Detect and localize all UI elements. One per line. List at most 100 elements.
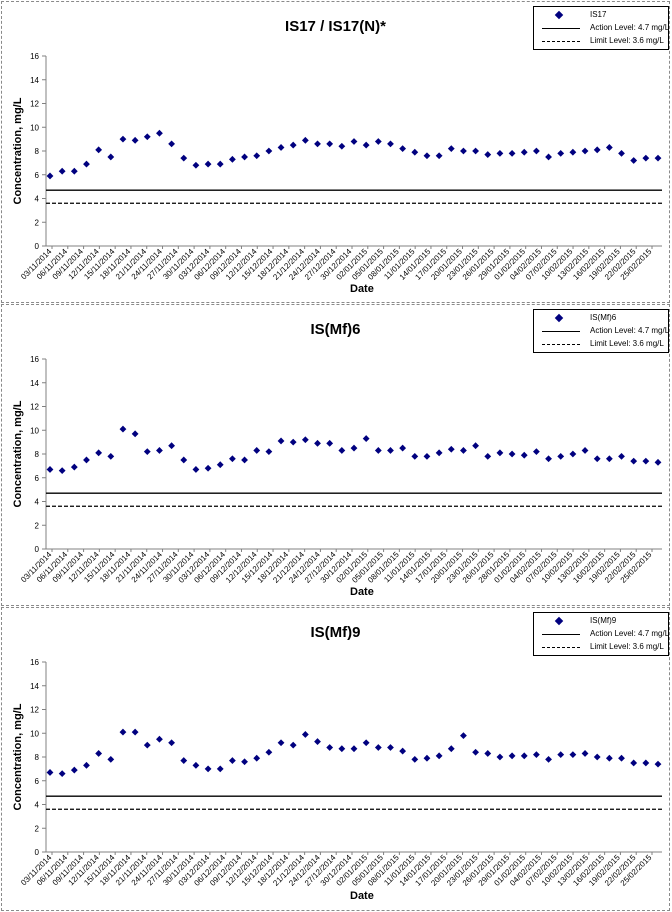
data-point bbox=[374, 744, 382, 751]
legend-label: Limit Level: 3.6 mg/L bbox=[590, 36, 664, 45]
data-point bbox=[314, 140, 321, 148]
data-point bbox=[180, 154, 188, 162]
data-point bbox=[58, 770, 66, 778]
data-point bbox=[605, 144, 613, 151]
data-point bbox=[460, 147, 467, 155]
data-point bbox=[508, 752, 516, 760]
data-point bbox=[70, 766, 78, 774]
data-point bbox=[642, 154, 650, 162]
data-point bbox=[533, 147, 540, 155]
data-point bbox=[423, 754, 431, 762]
data-point bbox=[605, 455, 613, 463]
data-point bbox=[484, 151, 492, 158]
y-tick-label: 0 bbox=[35, 848, 40, 857]
data-point bbox=[301, 136, 309, 144]
data-point bbox=[143, 448, 151, 456]
data-point bbox=[520, 451, 528, 459]
data-point bbox=[216, 765, 224, 773]
y-tick-label: 10 bbox=[30, 123, 39, 132]
data-point bbox=[593, 455, 601, 463]
data-point bbox=[216, 461, 224, 469]
data-point bbox=[326, 439, 334, 447]
data-point bbox=[204, 464, 212, 472]
data-point bbox=[229, 155, 236, 163]
data-point bbox=[277, 144, 285, 151]
y-tick-label: 2 bbox=[35, 218, 40, 227]
data-point bbox=[630, 457, 638, 465]
data-point bbox=[423, 152, 431, 160]
data-point bbox=[265, 748, 273, 756]
data-point bbox=[95, 449, 103, 457]
data-point bbox=[581, 447, 589, 454]
data-point bbox=[180, 757, 188, 764]
data-point bbox=[374, 138, 382, 145]
data-point bbox=[508, 149, 516, 157]
data-point bbox=[83, 160, 90, 168]
legend-label: Limit Level: 3.6 mg/L bbox=[590, 339, 664, 348]
x-axis-label: Date bbox=[350, 890, 374, 902]
legend-label: Action Level: 4.7 mg/L bbox=[590, 326, 670, 335]
y-tick-label: 8 bbox=[35, 753, 40, 762]
data-point bbox=[593, 753, 601, 761]
data-point bbox=[496, 149, 504, 157]
data-point bbox=[605, 754, 613, 762]
y-tick-label: 14 bbox=[30, 76, 39, 85]
x-axis-label: Date bbox=[350, 586, 374, 598]
data-point bbox=[618, 754, 625, 762]
data-point bbox=[435, 752, 443, 760]
data-point bbox=[83, 761, 90, 769]
data-point bbox=[581, 750, 589, 757]
data-point bbox=[301, 731, 309, 738]
data-point bbox=[241, 758, 248, 766]
data-point bbox=[618, 452, 625, 460]
data-point bbox=[253, 447, 261, 454]
data-point bbox=[95, 146, 103, 154]
data-point bbox=[545, 153, 552, 161]
data-point bbox=[119, 728, 127, 736]
y-tick-label: 16 bbox=[30, 52, 39, 61]
data-point bbox=[569, 751, 577, 759]
data-point bbox=[533, 751, 540, 759]
data-point bbox=[143, 741, 151, 749]
y-tick-label: 4 bbox=[35, 195, 40, 204]
legend-entry-action-level: Action Level: 4.7 mg/L bbox=[534, 325, 670, 337]
y-tick-label: 16 bbox=[30, 355, 39, 364]
data-point bbox=[630, 157, 638, 164]
data-point bbox=[362, 739, 370, 747]
data-point bbox=[265, 448, 273, 456]
chart-panel-is17: IS17 / IS17(N)* Concentration, mg/L Date… bbox=[1, 1, 670, 303]
data-point bbox=[496, 753, 504, 761]
data-point bbox=[253, 754, 261, 762]
legend-entry-limit-level: Limit Level: 3.6 mg/L bbox=[534, 641, 668, 653]
data-point bbox=[131, 136, 139, 144]
data-point bbox=[496, 449, 504, 457]
y-tick-label: 6 bbox=[35, 171, 40, 180]
dashed-line-icon bbox=[542, 647, 580, 648]
data-point bbox=[557, 452, 565, 460]
data-point bbox=[241, 153, 248, 161]
y-tick-label: 8 bbox=[35, 147, 40, 156]
data-point bbox=[423, 452, 431, 460]
y-tick-label: 12 bbox=[30, 706, 39, 715]
data-point bbox=[289, 741, 297, 749]
legend: IS(Mf)6 Action Level: 4.7 mg/L Limit Lev… bbox=[533, 309, 669, 353]
data-point bbox=[472, 147, 479, 155]
legend-label: IS(Mf)9 bbox=[590, 616, 617, 625]
data-point bbox=[387, 140, 394, 148]
data-point bbox=[180, 456, 188, 464]
data-point bbox=[83, 456, 90, 464]
legend-entry-limit-level: Limit Level: 3.6 mg/L bbox=[534, 35, 668, 47]
data-point bbox=[70, 463, 78, 471]
y-tick-label: 16 bbox=[30, 658, 39, 667]
plot-area: 024681012141603/11/201406/11/201409/11/2… bbox=[19, 658, 662, 888]
data-point bbox=[119, 425, 127, 433]
data-point bbox=[642, 457, 650, 465]
data-point bbox=[338, 745, 346, 753]
data-point bbox=[399, 145, 407, 153]
data-point bbox=[156, 129, 163, 137]
dashed-line-icon bbox=[542, 41, 580, 42]
data-point bbox=[520, 752, 528, 760]
data-point bbox=[58, 167, 66, 175]
data-point bbox=[569, 148, 577, 156]
y-tick-label: 6 bbox=[35, 777, 40, 786]
